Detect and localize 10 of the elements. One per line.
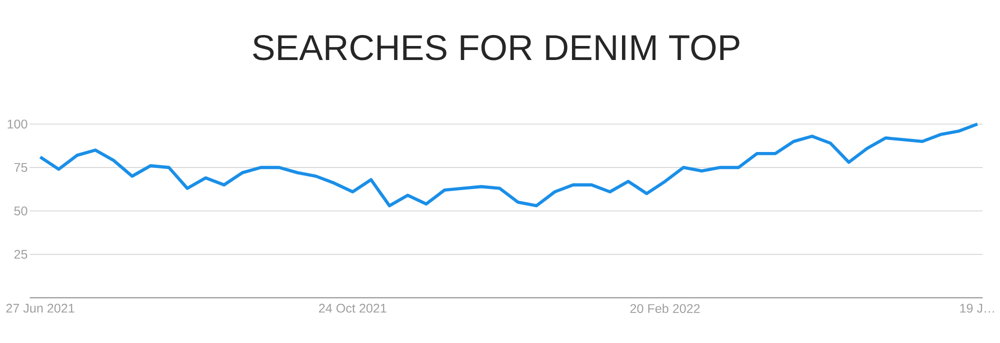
x-tick-label: 19 J… [960,304,994,312]
line-series [38,122,980,208]
x-tick-label: 24 Oct 2021 [319,304,386,312]
chart-title: SEARCHES FOR DENIM TOP [253,34,740,60]
y-tick-label: 100 [8,119,28,128]
x-tick-label: 20 Feb 2022 [630,304,700,313]
y-tick-label: 75 [14,162,28,172]
y-tick-label: 50 [14,206,28,216]
x-tick-label: 27 Jun 2021 [6,304,74,312]
y-tick-label: 25 [14,250,28,259]
